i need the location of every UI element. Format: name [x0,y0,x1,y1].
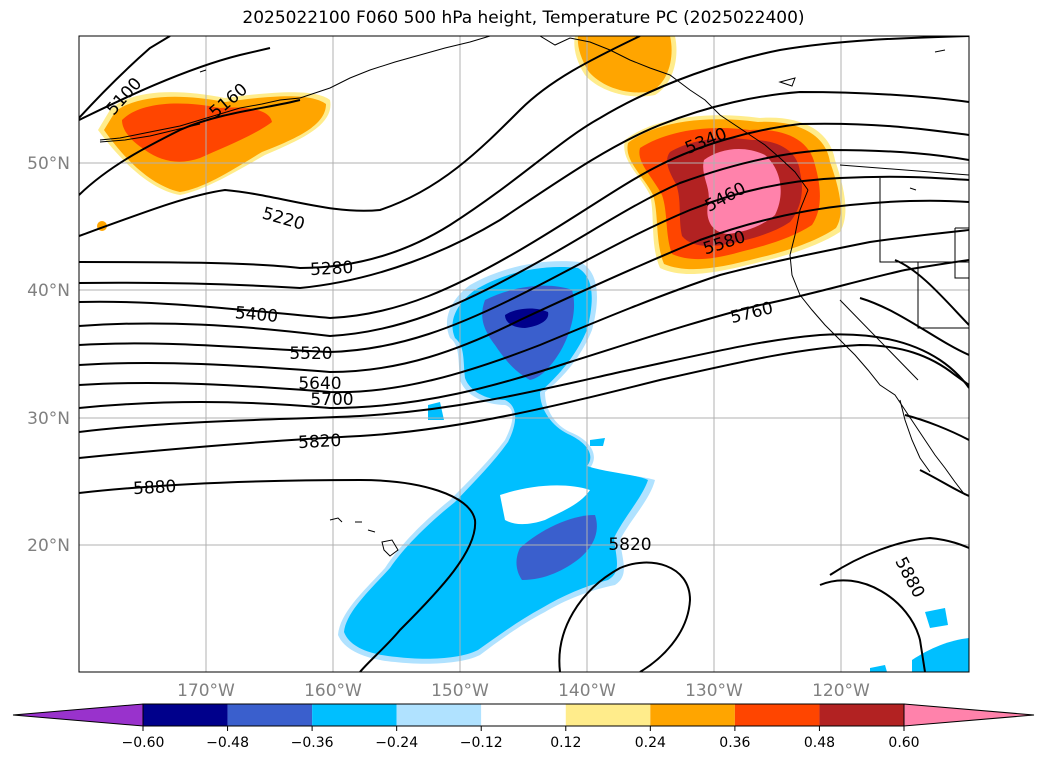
colorbar-extend-min [12,703,144,727]
colorbar-swatch [396,704,482,726]
lon-label-160w: 160°W [304,681,362,701]
lon-label-140w: 140°W [558,681,616,701]
colorbar-tick-label: 0.24 [635,735,666,751]
lat-label-50n: 50°N [27,154,70,174]
colorbar-tick-label: −0.36 [291,735,334,751]
colorbar-frame [142,703,905,727]
lat-label-40n: 40°N [27,281,70,301]
lat-label-20n: 20°N [27,536,70,556]
latitude-labels: 50°N 40°N 30°N 20°N [27,154,70,556]
contour-label-5520: 5520 [289,344,332,364]
colorbar: −0.60 −0.48 −0.36 −0.24 −0.12 0.12 0.24 0.36 0.4… [12,703,1035,751]
colorbar-swatch [227,704,313,726]
contour-label-5700: 5700 [310,390,353,410]
contour-label-5820: 5820 [298,431,342,453]
colorbar-tick-label: 0.12 [550,735,581,751]
lon-label-170w: 170°W [177,681,235,701]
contour-label-5820-south: 5820 [608,535,651,555]
height-contours [79,36,969,672]
colorbar-swatch [143,704,228,726]
colorbar-swatch [819,704,904,726]
colorbar-swatch [650,704,735,726]
lon-label-150w: 150°W [431,681,489,701]
colorbar-swatch [734,704,820,726]
lon-label-130w: 130°W [685,681,743,701]
contour-label-5280: 5280 [310,258,354,280]
lat-label-30n: 30°N [27,409,70,429]
plot-frame [78,35,970,673]
contour-label-5400: 5400 [234,303,279,327]
colorbar-tick-label: 0.48 [804,735,835,751]
coastlines [99,36,969,557]
contour-label-5880: 5880 [133,477,177,499]
colorbar-tick-label: −0.24 [375,735,418,751]
lon-label-120w: 120°W [812,681,870,701]
colorbar-swatch [565,704,651,726]
colorbar-tick-label: −0.48 [206,735,249,751]
colorbar-extend-max [903,703,1035,727]
map-title: 2025022100 F060 500 hPa height, Temperat… [242,8,805,28]
contour-label-5640: 5640 [298,374,341,394]
colorbar-tick-label: −0.60 [122,735,165,751]
colorbar-swatch [481,704,566,726]
colorbar-tick-label: −0.12 [460,735,503,751]
colorbar-swatch [312,704,397,726]
longitude-labels: 170°W 160°W 150°W 140°W 130°W 120°W [177,681,870,701]
colorbar-tick-label: 0.36 [719,735,750,751]
colorbar-tick-label: 0.60 [888,735,919,751]
